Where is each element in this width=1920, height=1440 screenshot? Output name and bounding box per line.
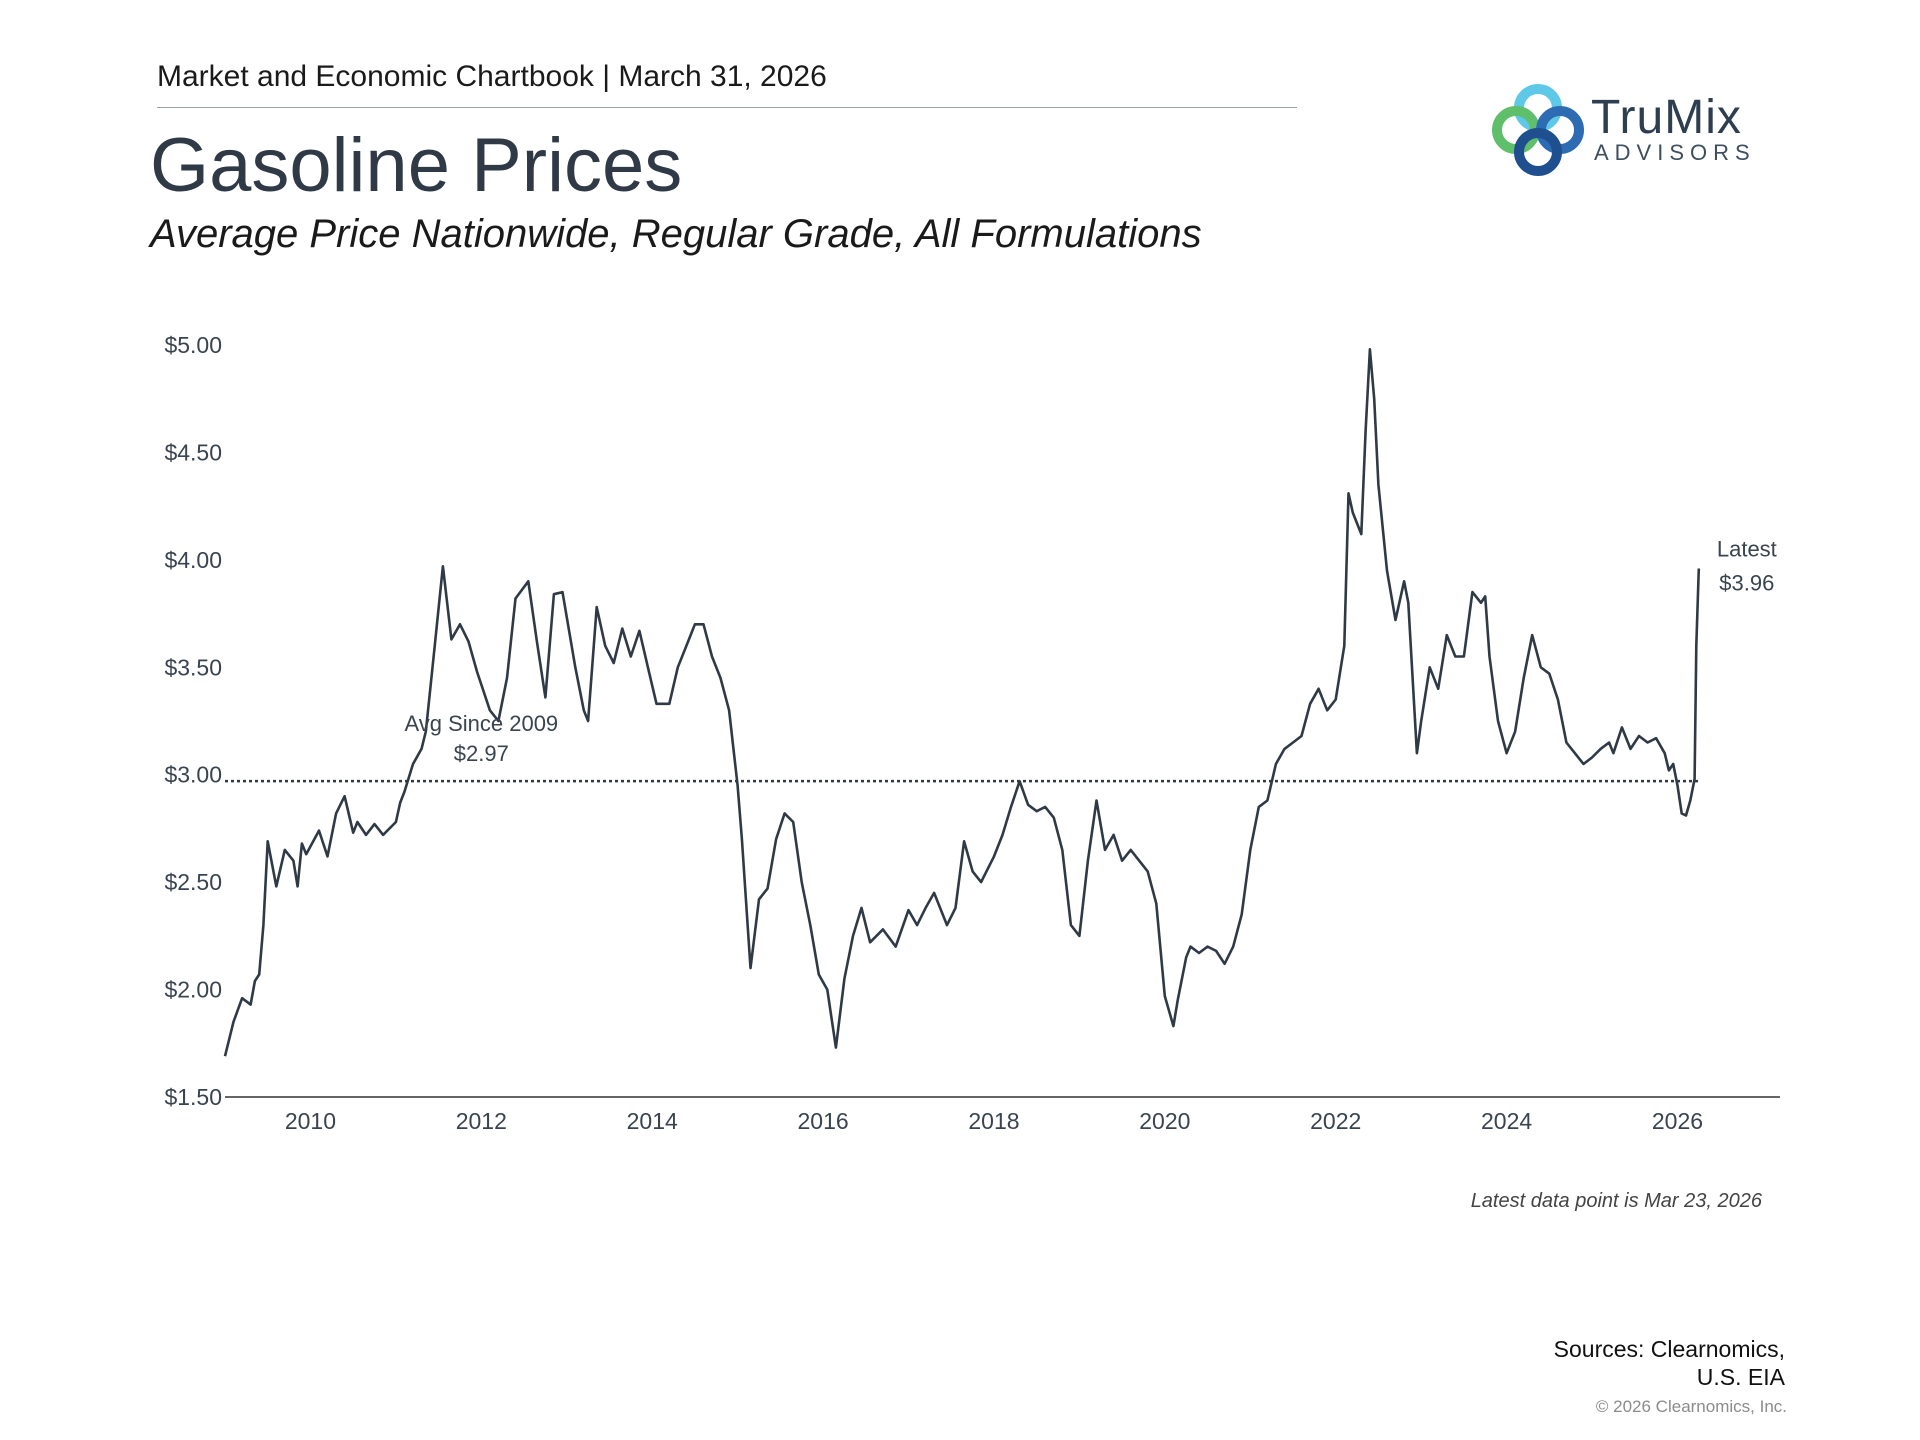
latest-value-label: $3.96 <box>1719 570 1774 595</box>
x-axis-ticks: 2010 2012 2014 2016 2018 2020 2022 2024 2026 <box>285 1108 1703 1134</box>
x-tick-label: 2010 <box>285 1108 336 1134</box>
sources-line-1: Sources: Clearnomics, <box>1553 1336 1785 1362</box>
price-series-line <box>223 348 1701 1057</box>
trumix-logo: TruMix ADVISORS <box>1488 80 1768 180</box>
y-axis-ticks: $1.50 $2.00 $2.50 $3.00 $3.50 $4.00 $4.50 $5.00 <box>164 332 222 1110</box>
y-tick-label: $5.00 <box>164 332 222 358</box>
page-subtitle: Average Price Nationwide, Regular Grade,… <box>150 212 1202 256</box>
latest-data-note: Latest data point is Mar 23, 2026 <box>1470 1190 1762 1212</box>
latest-label: Latest <box>1717 536 1777 561</box>
page-title: Gasoline Prices <box>150 123 683 208</box>
logo-subtitle: ADVISORS <box>1594 140 1756 165</box>
x-tick-label: 2012 <box>456 1108 507 1134</box>
sources-line-2: U.S. EIA <box>1696 1364 1785 1390</box>
x-tick-label: 2020 <box>1139 1108 1190 1134</box>
header-divider <box>157 107 1297 108</box>
y-tick-label: $2.00 <box>164 977 222 1003</box>
y-tick-label: $2.50 <box>164 869 222 895</box>
y-tick-label: $3.00 <box>164 762 222 788</box>
x-tick-label: 2026 <box>1652 1108 1703 1134</box>
logo-mark-icon <box>1492 84 1584 176</box>
copyright: © 2026 Clearnomics, Inc. <box>1595 1397 1787 1416</box>
x-tick-label: 2022 <box>1310 1108 1361 1134</box>
y-tick-label: $4.00 <box>164 547 222 573</box>
y-tick-label: $1.50 <box>164 1084 222 1110</box>
average-label: Avg Since 2009 <box>404 711 558 736</box>
chartbook-header: Market and Economic Chartbook | March 31… <box>157 60 827 93</box>
x-tick-label: 2018 <box>968 1108 1019 1134</box>
average-value-label: $2.97 <box>454 741 509 766</box>
logo-name: TruMix <box>1591 91 1742 144</box>
y-tick-label: $3.50 <box>164 654 222 680</box>
x-tick-label: 2024 <box>1481 1108 1532 1134</box>
sources: Sources: Clearnomics, U.S. EIA <box>1554 1335 1785 1391</box>
x-tick-label: 2014 <box>627 1108 678 1134</box>
x-tick-label: 2016 <box>797 1108 848 1134</box>
y-tick-label: $4.50 <box>164 439 222 465</box>
